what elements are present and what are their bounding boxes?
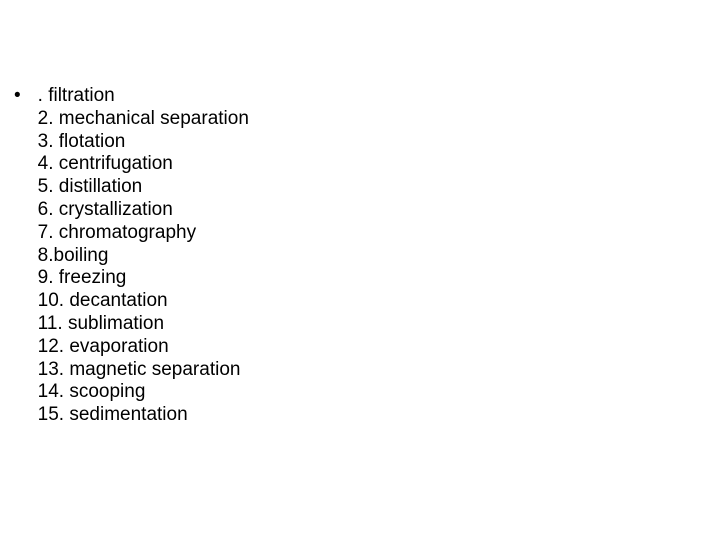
list-item: 14. scooping — [38, 381, 249, 404]
list-item: 4. centrifugation — [38, 153, 249, 176]
list-item: 2. mechanical separation — [38, 108, 249, 131]
list-item: 11. sublimation — [38, 313, 249, 336]
list-item: 8.boiling — [38, 245, 249, 268]
list-item: 6. crystallization — [38, 199, 249, 222]
bulleted-list: • . filtration 2. mechanical separation … — [14, 85, 720, 427]
list-item: 12. evaporation — [38, 336, 249, 359]
bullet-marker: • — [14, 85, 21, 108]
list-item: 7. chromatography — [38, 222, 249, 245]
list-item: 10. decantation — [38, 290, 249, 313]
list-item: 5. distillation — [38, 176, 249, 199]
list-body: . filtration 2. mechanical separation 3.… — [38, 85, 249, 427]
list-item: 15. sedimentation — [38, 404, 249, 427]
list-item: 13. magnetic separation — [38, 359, 249, 382]
list-item: 3. flotation — [38, 131, 249, 154]
list-item: 9. freezing — [38, 267, 249, 290]
list-item: . filtration — [38, 85, 249, 108]
